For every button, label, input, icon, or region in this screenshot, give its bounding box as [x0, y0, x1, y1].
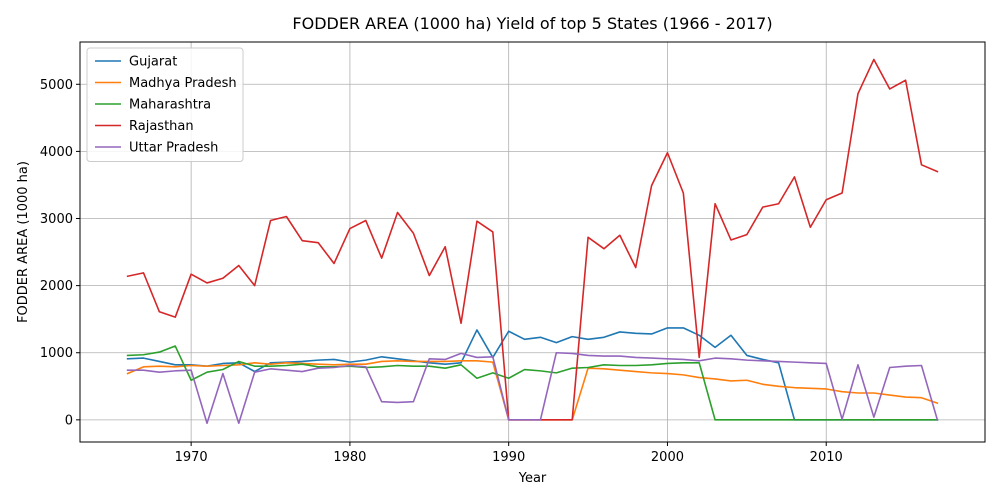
x-tick-label: 1990 [492, 450, 525, 465]
x-axis-label: Year [518, 471, 547, 486]
grid-lines [80, 42, 985, 442]
y-tick-label: 0 [65, 413, 73, 428]
plot-frame [79, 41, 986, 443]
y-axis-label: FODDER AREA (1000 ha) [16, 161, 31, 323]
series-lines [126, 58, 939, 425]
y-axis-ticks: 0 1000 2000 3000 4000 5000 [40, 78, 80, 428]
x-tick-label: 1970 [175, 450, 208, 465]
x-tick-label: 2010 [810, 450, 843, 465]
series-line-maharashtra [126, 345, 939, 421]
y-tick-label: 1000 [40, 346, 73, 361]
x-axis-ticks: 1970 1980 1990 2000 2010 [175, 442, 843, 465]
y-tick-label: 4000 [40, 145, 73, 160]
legend-entry-label: Uttar Pradesh [129, 141, 218, 156]
legend-entry-label: Madhya Pradesh [129, 76, 237, 91]
x-tick-label: 2000 [651, 450, 684, 465]
y-tick-label: 3000 [40, 212, 73, 227]
x-tick-label: 1980 [333, 450, 366, 465]
legend-box [86, 47, 244, 162]
y-tick-label: 2000 [40, 279, 73, 294]
legend: Gujarat Madhya Pradesh Maharashtra Rajastha… [86, 47, 244, 162]
legend-entry-label: Gujarat [129, 55, 177, 70]
chart-title: FODDER AREA (1000 ha) Yield of top 5 Sta… [292, 14, 772, 33]
legend-entry-label: Maharashtra [129, 98, 211, 113]
y-tick-label: 5000 [40, 78, 73, 93]
series-line-uttar-pradesh [126, 351, 939, 425]
legend-entry-label: Rajasthan [129, 119, 194, 134]
